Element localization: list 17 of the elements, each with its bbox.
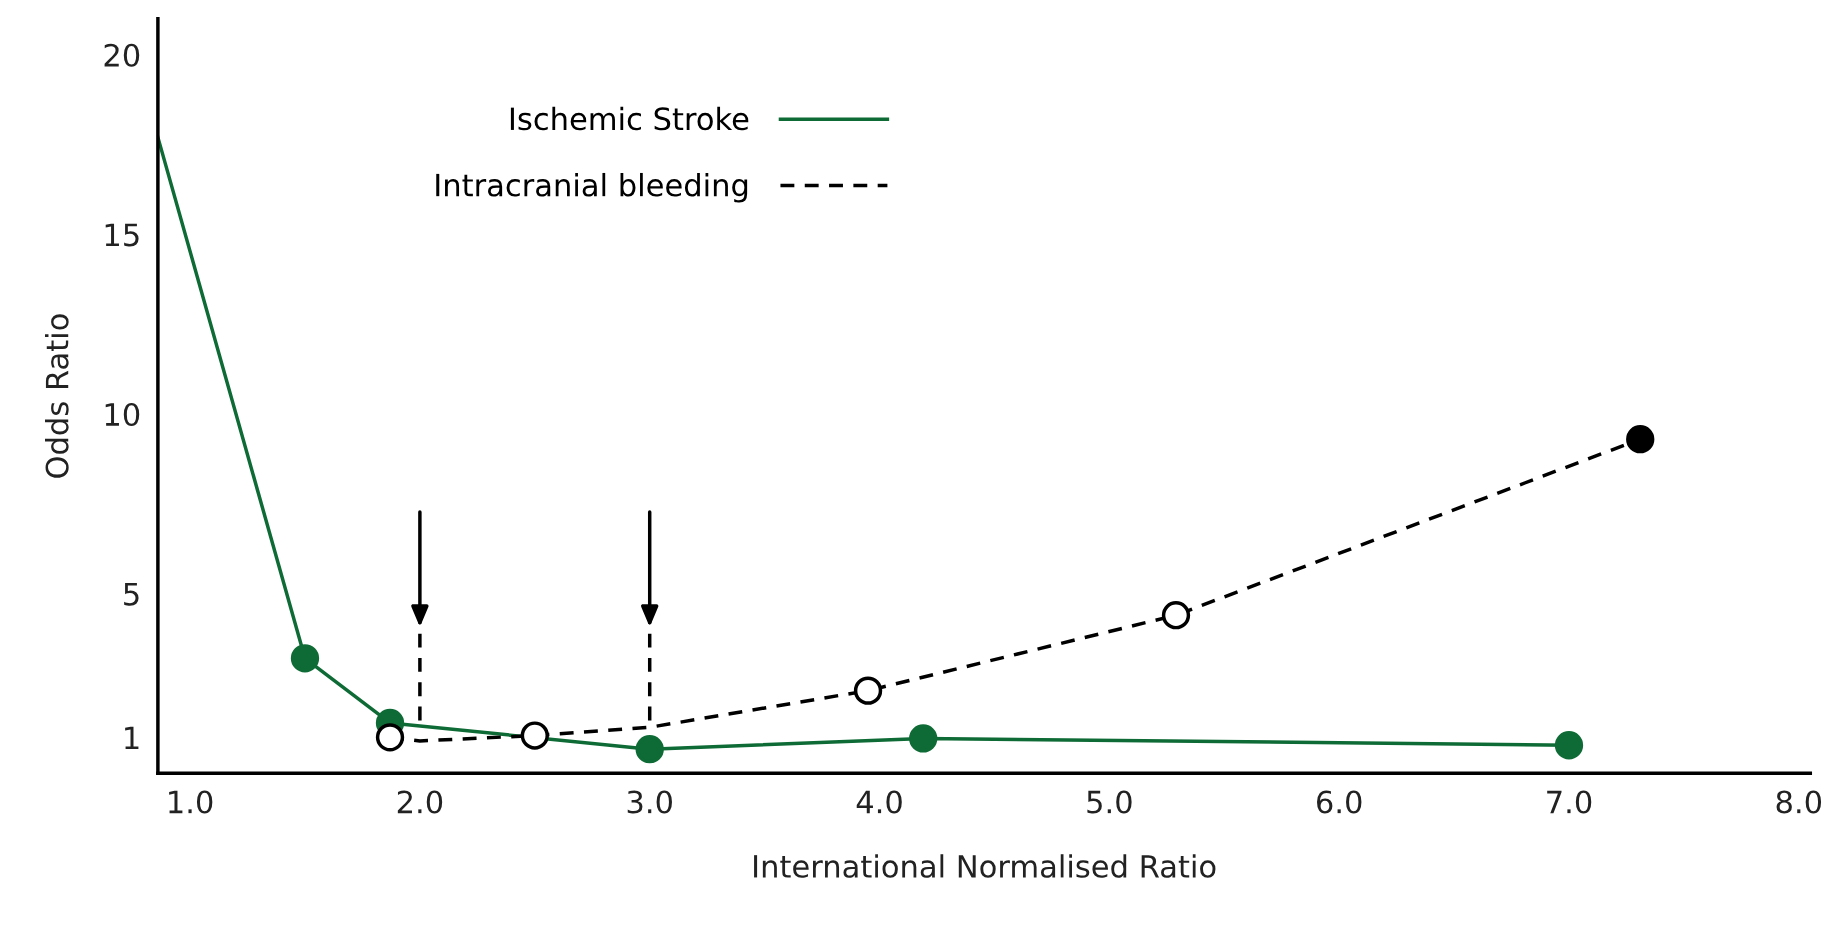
- x-tick-label: 3.0: [627, 790, 672, 814]
- x-tick-label: 5.0: [1087, 790, 1132, 814]
- x-tick-label: 2.0: [397, 790, 443, 814]
- y-axis-title: Odds Ratio: [45, 314, 69, 478]
- x-tick-label: 4.0: [856, 790, 902, 814]
- x-tick-label: 1.0: [169, 790, 213, 814]
- x-axis-title: International Normalised Ratio: [754, 854, 1216, 878]
- x-tick-label: 8.0: [1776, 790, 1822, 814]
- y-tick-label: 20: [104, 43, 140, 67]
- legend-label: Ischemic Stroke: [510, 106, 749, 131]
- y-tick-label: 1: [125, 726, 139, 749]
- x-tick-label: 6.0: [1317, 790, 1362, 814]
- legend-label: Intracranial bleeding: [436, 172, 748, 203]
- y-tick-label: 10: [105, 402, 140, 427]
- x-tick-label: 7.0: [1547, 790, 1592, 814]
- y-tick-label: 5: [124, 582, 139, 606]
- y-tick-label: 15: [105, 223, 139, 247]
